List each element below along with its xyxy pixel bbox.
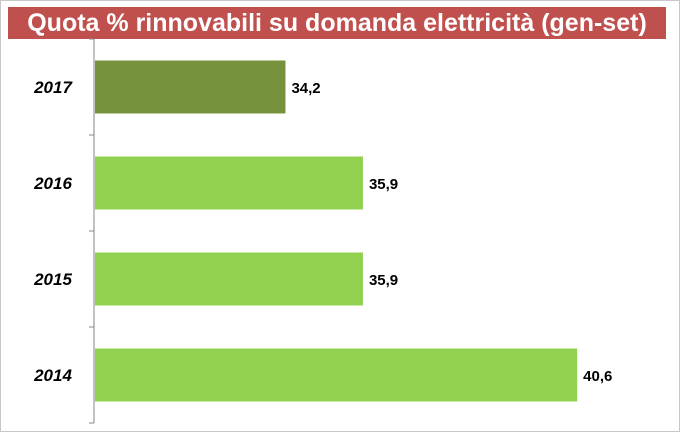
bar-2014 (95, 348, 578, 402)
category-label-2017: 2017 (33, 78, 73, 97)
category-label-2015: 2015 (33, 270, 72, 289)
chart-title: Quota % rinnovabili su domanda elettrici… (8, 7, 666, 39)
bar-2016 (95, 156, 363, 210)
value-label-2015: 35,9 (369, 272, 398, 289)
value-label-2016: 35,9 (369, 176, 398, 193)
category-label-2014: 2014 (33, 366, 72, 385)
value-label-2017: 34,2 (291, 80, 320, 97)
bar-2017 (95, 60, 286, 114)
bar-2015 (95, 252, 363, 306)
category-label-2016: 2016 (33, 174, 72, 193)
value-label-2014: 40,6 (583, 368, 612, 385)
